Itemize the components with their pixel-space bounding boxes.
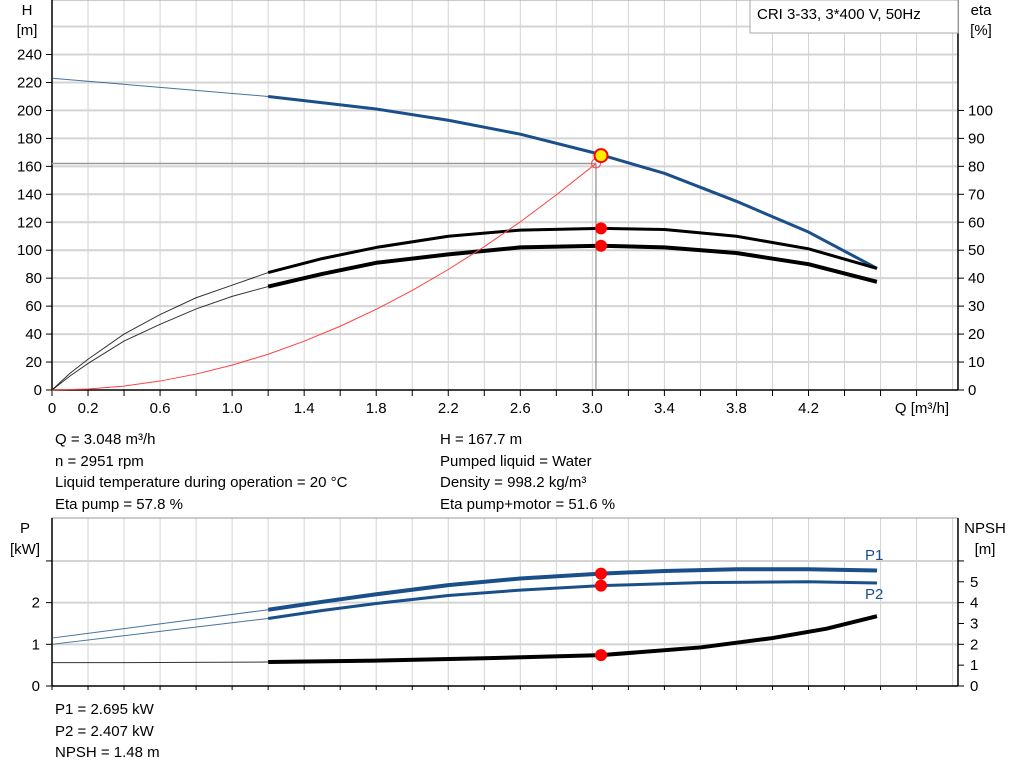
p1-curve	[267, 567, 877, 612]
y-tick-label: 220	[17, 74, 42, 91]
pumped-liquid-value: Pumped liquid = Water	[440, 452, 592, 470]
legend-text: CRI 3-33, 3*400 V, 50Hz	[757, 6, 921, 23]
y2-tick-label: 10	[968, 354, 985, 371]
liquid-temperature-value: Liquid temperature during operation = 20…	[55, 474, 348, 491]
eta-point-marker	[595, 222, 608, 235]
y2-tick-label: 70	[968, 186, 985, 203]
y2-tick-label: 4	[970, 595, 978, 612]
y2-axis-label: NPSH	[964, 520, 1006, 537]
y-tick-label: 0	[34, 382, 42, 399]
y-tick-label: 100	[17, 242, 42, 259]
info-top-left: Q = 3.048 m³/h n = 2951 rpm Liquid tempe…	[55, 429, 347, 515]
eta-pump-curve-extension	[51, 272, 269, 391]
p1-curve-label: P1	[865, 547, 883, 564]
y2-tick-label: 3	[970, 615, 978, 632]
speed-value: n = 2951 rpm	[55, 452, 144, 470]
eta-pump-motor-curve	[267, 243, 878, 289]
y-tick-label: 0	[32, 678, 40, 695]
x-tick-label: 0	[48, 400, 56, 417]
p2-curve-label: P2	[865, 586, 883, 603]
p1-value: P1 = 2.695 kW	[55, 701, 154, 718]
y-tick-label: 2	[32, 595, 40, 612]
y2-tick-label: 2	[970, 636, 978, 653]
y2-tick-label: 50	[968, 242, 985, 259]
y-axis-label: P	[20, 520, 30, 537]
x-tick-label: 3.4	[654, 400, 675, 417]
y-axis-label: H	[22, 2, 33, 19]
flow-value: Q = 3.048 m³/h	[55, 431, 156, 448]
y2-tick-label: 80	[968, 158, 985, 175]
x-tick-label: 0.6	[150, 400, 171, 417]
x-tick-label: 2.2	[438, 400, 459, 417]
p2-curve-extension	[51, 617, 269, 645]
eta-pump-motor-curve-extension	[51, 286, 269, 391]
y-tick-label: 160	[17, 158, 42, 175]
power-point-marker	[595, 579, 608, 592]
p1-curve-extension	[51, 609, 269, 639]
y-tick-label: 60	[25, 298, 42, 315]
x-tick-label: 1.0	[222, 400, 243, 417]
y2-tick-label: 1	[970, 657, 978, 674]
y-tick-label: 1	[32, 636, 40, 653]
eta-pump-curve	[267, 226, 878, 275]
y-axis-unit: [kW]	[10, 541, 40, 558]
head-curve-extension	[51, 77, 269, 97]
power-point-marker	[595, 649, 608, 662]
y-tick-label: 240	[17, 47, 42, 64]
npsh-curve-extension	[52, 661, 269, 664]
eta-pump-value: Eta pump = 57.8 %	[55, 495, 183, 513]
x-tick-label: 1.8	[366, 400, 387, 417]
head-curve	[267, 94, 878, 270]
p2-curve	[267, 580, 877, 620]
power-point-marker	[595, 567, 608, 580]
y2-tick-label: 0	[968, 382, 976, 399]
y2-tick-label: 100	[968, 102, 993, 119]
eta-pump-motor-value: Eta pump+motor = 51.6 %	[440, 495, 616, 513]
eta-point-marker	[595, 239, 608, 252]
y-tick-label: 140	[17, 186, 42, 203]
system-curve	[51, 163, 597, 391]
y-tick-label: 80	[25, 270, 42, 287]
y2-tick-label: 5	[970, 574, 978, 591]
npsh-curve	[268, 614, 878, 665]
y2-tick-label: 0	[970, 678, 978, 695]
y2-tick-label: 90	[968, 130, 985, 147]
y2-tick-label: 30	[968, 298, 985, 315]
head-value: H = 167.7 m	[440, 431, 523, 448]
y-tick-label: 120	[17, 214, 42, 231]
y-tick-label: 180	[17, 130, 42, 147]
density-value: Density = 998.2 kg/m³	[440, 474, 587, 491]
x-tick-label: 1.4	[294, 400, 315, 417]
x-tick-label: 2.6	[510, 400, 531, 417]
y2-tick-label: 40	[968, 270, 985, 287]
y2-axis-label: eta	[971, 2, 993, 19]
x-tick-label: 0.2	[78, 400, 99, 417]
x-tick-label: 3.0	[582, 400, 603, 417]
info-top-right: H = 167.7 m Pumped liquid = Water Densit…	[440, 429, 615, 515]
y2-axis-unit: [%]	[970, 22, 992, 39]
y-tick-label: 40	[25, 326, 42, 343]
y2-tick-label: 20	[968, 326, 985, 343]
x-axis-label: Q [m³/h]	[895, 400, 949, 417]
x-tick-label: 3.8	[726, 400, 747, 417]
y-tick-label: 200	[17, 102, 42, 119]
y2-tick-label: 60	[968, 214, 985, 231]
info-bottom: P1 = 2.695 kW P2 = 2.407 kW NPSH = 1.48 …	[55, 699, 160, 764]
y-axis-unit: [m]	[17, 22, 38, 39]
y-tick-label: 20	[25, 354, 42, 371]
npsh-value: NPSH = 1.48 m	[55, 744, 160, 761]
p2-value: P2 = 2.407 kW	[55, 722, 154, 740]
x-tick-label: 4.2	[798, 400, 819, 417]
legend-box	[749, 0, 959, 34]
duty-point-marker	[593, 148, 609, 164]
y2-axis-unit: [m]	[975, 541, 996, 558]
